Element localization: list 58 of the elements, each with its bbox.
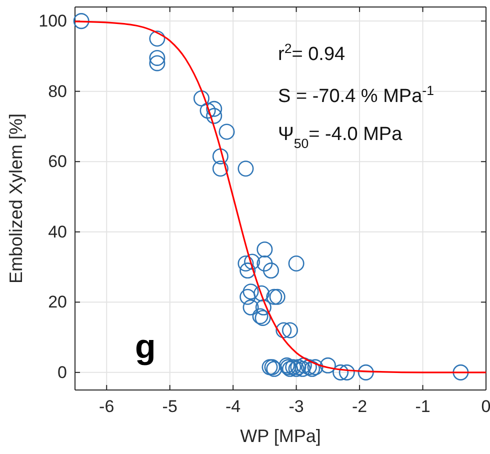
point — [332, 364, 349, 380]
y-tick-label: 20 — [48, 292, 67, 312]
point — [304, 360, 320, 377]
point — [358, 364, 374, 380]
point — [263, 262, 280, 279]
point — [206, 108, 222, 124]
point — [212, 148, 228, 164]
point — [266, 288, 282, 305]
point — [255, 299, 272, 316]
x-tick-label: -4 — [226, 397, 241, 416]
point — [240, 262, 256, 279]
x-tick-label: -6 — [99, 397, 114, 416]
annotation: Ψ$_{50}$= -4.0 MPa — [278, 124, 403, 150]
y-tick-label: 40 — [48, 222, 67, 242]
point — [200, 102, 216, 119]
point — [212, 160, 228, 177]
point — [206, 100, 222, 117]
point — [149, 55, 166, 72]
point — [338, 364, 355, 380]
point — [285, 359, 302, 376]
point — [282, 322, 298, 338]
y-tick-label: 80 — [48, 82, 67, 101]
annotation: S = -70.4 % MPa$^{-1}$ — [278, 82, 434, 107]
y-tick-label: 0 — [58, 362, 67, 382]
point — [276, 322, 292, 338]
point — [238, 160, 254, 177]
point — [254, 285, 270, 302]
point — [269, 288, 286, 305]
point — [244, 254, 260, 270]
point — [238, 256, 254, 272]
point — [240, 288, 256, 305]
x-tick-label: -3 — [288, 397, 304, 416]
x-axis-title: WP [MPa] — [240, 426, 321, 446]
x-tick-label: -2 — [352, 397, 368, 416]
point — [307, 359, 324, 376]
x-tick-label: -5 — [162, 397, 178, 416]
x-tick-label: -1 — [415, 397, 430, 416]
point — [452, 364, 469, 380]
point — [300, 359, 317, 376]
point — [149, 30, 166, 47]
y-tick-label: 100 — [38, 11, 67, 30]
point — [294, 360, 311, 377]
annotation: r$^{2}$= 0.94 — [278, 40, 346, 65]
point — [218, 124, 235, 140]
point — [320, 357, 336, 374]
y-tick-label: 60 — [48, 152, 67, 172]
point — [193, 90, 210, 106]
point — [242, 284, 259, 300]
point — [288, 256, 304, 272]
point — [242, 299, 259, 316]
annotation: g — [135, 328, 156, 366]
point — [256, 256, 273, 272]
line-series — [74, 20, 487, 374]
x-tick-label: 0 — [481, 397, 490, 416]
point — [73, 13, 90, 30]
point — [149, 50, 166, 66]
point — [256, 241, 273, 258]
y-axis-title: Embolized Xylem [%] — [6, 113, 26, 284]
